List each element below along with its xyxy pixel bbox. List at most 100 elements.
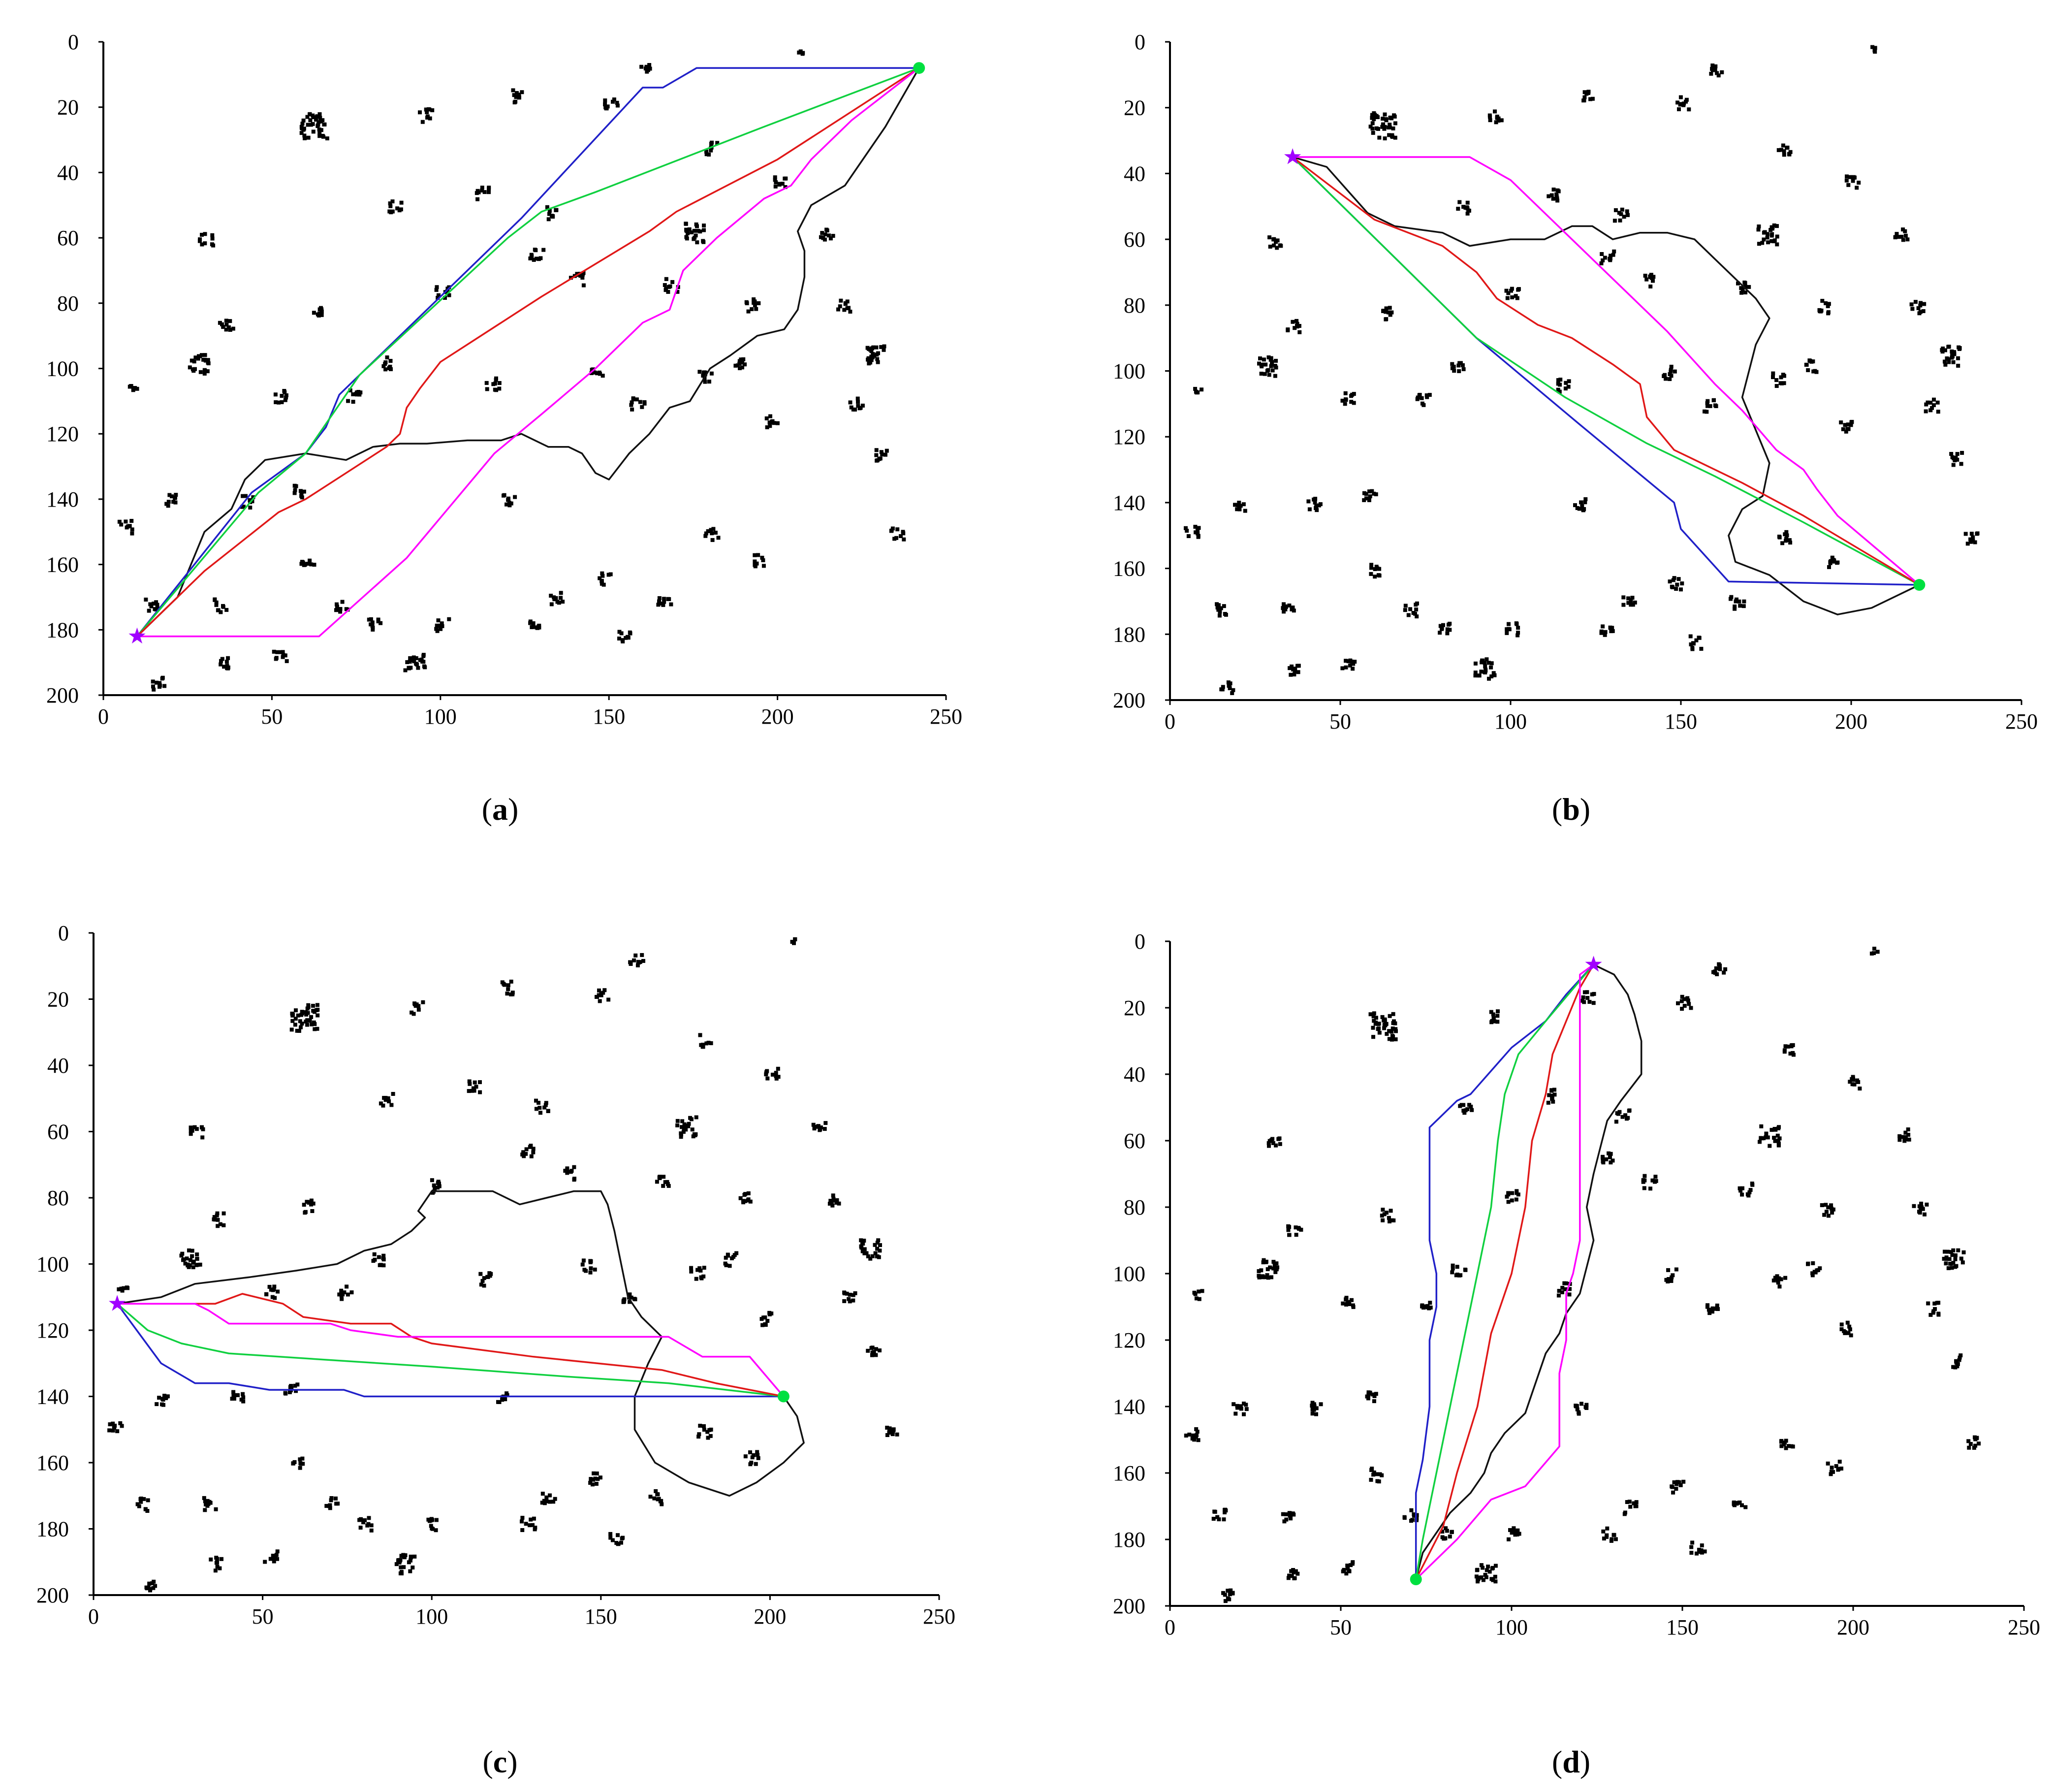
y-tick-label: 20 xyxy=(1124,96,1145,120)
obstacle-cell xyxy=(407,1560,411,1565)
obstacle-cell xyxy=(241,494,245,498)
obstacle-cell xyxy=(660,1502,664,1506)
obstacle-cell xyxy=(866,356,871,360)
obstacle-cell xyxy=(757,301,761,305)
obstacle-cell xyxy=(1777,1136,1782,1141)
obstacle-cell xyxy=(1782,1442,1786,1446)
obstacle-cell xyxy=(1705,401,1709,405)
obstacle-cell xyxy=(150,1581,155,1585)
obstacle-cell xyxy=(1287,1233,1292,1237)
obstacle-cell xyxy=(656,603,661,607)
obstacle-cell xyxy=(371,627,375,632)
obstacle-cell xyxy=(1314,1412,1318,1416)
obstacle-cell xyxy=(1830,555,1834,560)
obstacle-cell xyxy=(191,369,196,373)
obstacle-cell xyxy=(1625,1117,1629,1121)
obstacle-cell xyxy=(1351,667,1355,671)
obstacle-cell xyxy=(1804,362,1808,367)
obstacle-cell xyxy=(829,1201,834,1206)
obstacle-cell xyxy=(1258,356,1262,360)
obstacle-cell xyxy=(307,1201,311,1205)
obstacle-cell xyxy=(575,272,579,276)
obstacle-cell xyxy=(1581,508,1585,512)
obstacle-cell xyxy=(738,366,742,370)
obstacle-cell xyxy=(306,1005,311,1009)
obstacle-cell xyxy=(1612,1533,1616,1537)
obstacle-cell xyxy=(1758,1140,1762,1144)
x-tick-label: 250 xyxy=(923,1604,955,1629)
y-tick-label: 40 xyxy=(47,1054,69,1078)
obstacle-cell xyxy=(478,1080,482,1085)
obstacle-cell xyxy=(1875,950,1880,954)
obstacle-cell xyxy=(171,500,176,504)
obstacle-cell xyxy=(1784,1446,1788,1450)
obstacle-cell xyxy=(292,491,297,495)
obstacle-cell xyxy=(1913,300,1918,304)
obstacle-cell xyxy=(1344,1296,1349,1300)
obstacle-cell xyxy=(303,1210,308,1214)
obstacle-cell xyxy=(870,1353,874,1357)
obstacle-cell xyxy=(774,1076,779,1081)
obstacle-cell xyxy=(592,370,596,375)
obstacle-cell xyxy=(1195,1433,1199,1438)
obstacle-cell xyxy=(381,1263,386,1268)
obstacle-cell xyxy=(1428,1301,1432,1305)
obstacle-cell xyxy=(487,190,491,194)
obstacle-cell xyxy=(1782,1048,1787,1053)
obstacle-cell xyxy=(215,1213,219,1217)
obstacle-cell xyxy=(753,563,757,567)
obstacle-cell xyxy=(761,558,765,562)
obstacle-cell xyxy=(1968,537,1973,542)
obstacle-cell xyxy=(210,233,215,237)
obstacle-cell xyxy=(638,400,642,404)
obstacle-cell xyxy=(1549,1088,1554,1093)
obstacle-cell xyxy=(1196,1438,1200,1442)
obstacle-cell xyxy=(1219,606,1223,610)
obstacle-cell xyxy=(1451,1263,1455,1268)
obstacle-cell xyxy=(1351,1303,1355,1308)
obstacle-cell xyxy=(670,280,675,284)
obstacle-cell xyxy=(1677,107,1681,111)
obstacle-cell xyxy=(309,123,313,127)
obstacle-cell xyxy=(783,185,788,189)
obstacle-cell xyxy=(1633,600,1637,605)
obstacle-cell xyxy=(1674,587,1678,591)
obstacle-cell xyxy=(1723,967,1728,971)
obstacle-cell xyxy=(1377,574,1382,578)
obstacle-cell xyxy=(659,601,663,606)
obstacle-cell xyxy=(385,355,389,359)
obstacle-cell xyxy=(1491,1012,1495,1017)
obstacle-cell xyxy=(431,1527,435,1531)
obstacle-cell xyxy=(1901,238,1905,242)
obstacle-cell xyxy=(862,1239,866,1243)
obstacle-cell xyxy=(565,1166,569,1171)
obstacle-cell xyxy=(1223,612,1227,616)
obstacle-cell xyxy=(1362,498,1366,502)
obstacle-cell xyxy=(1488,115,1492,119)
obstacle-cell xyxy=(1268,1265,1272,1270)
obstacle-cell xyxy=(1368,494,1372,499)
obstacle-cell xyxy=(603,98,607,102)
obstacle-cell xyxy=(530,254,534,258)
obstacle-cell xyxy=(225,664,229,668)
obstacle-cell xyxy=(480,189,484,192)
obstacle-cell xyxy=(1818,1266,1822,1271)
obstacle-cell xyxy=(1351,662,1356,666)
obstacle-cell xyxy=(1931,1311,1935,1315)
obstacle-cell xyxy=(1944,1261,1948,1266)
obstacle-cell xyxy=(1756,227,1761,232)
obstacle-cell xyxy=(284,395,288,400)
obstacle-cell xyxy=(710,538,715,542)
obstacle-cell xyxy=(746,309,751,314)
obstacle-cell xyxy=(1737,1500,1742,1504)
obstacle-cell xyxy=(283,390,287,394)
obstacle-cell xyxy=(1785,533,1789,538)
obstacle-cell xyxy=(1905,237,1910,242)
obstacle-cell xyxy=(1699,646,1704,651)
obstacle-cell xyxy=(1369,566,1373,570)
obstacle-cell xyxy=(793,937,797,941)
obstacle-cell xyxy=(1956,356,1960,360)
obstacle-cell xyxy=(142,1497,146,1501)
obstacle-cell xyxy=(1903,229,1907,233)
obstacle-cell xyxy=(299,1025,303,1029)
